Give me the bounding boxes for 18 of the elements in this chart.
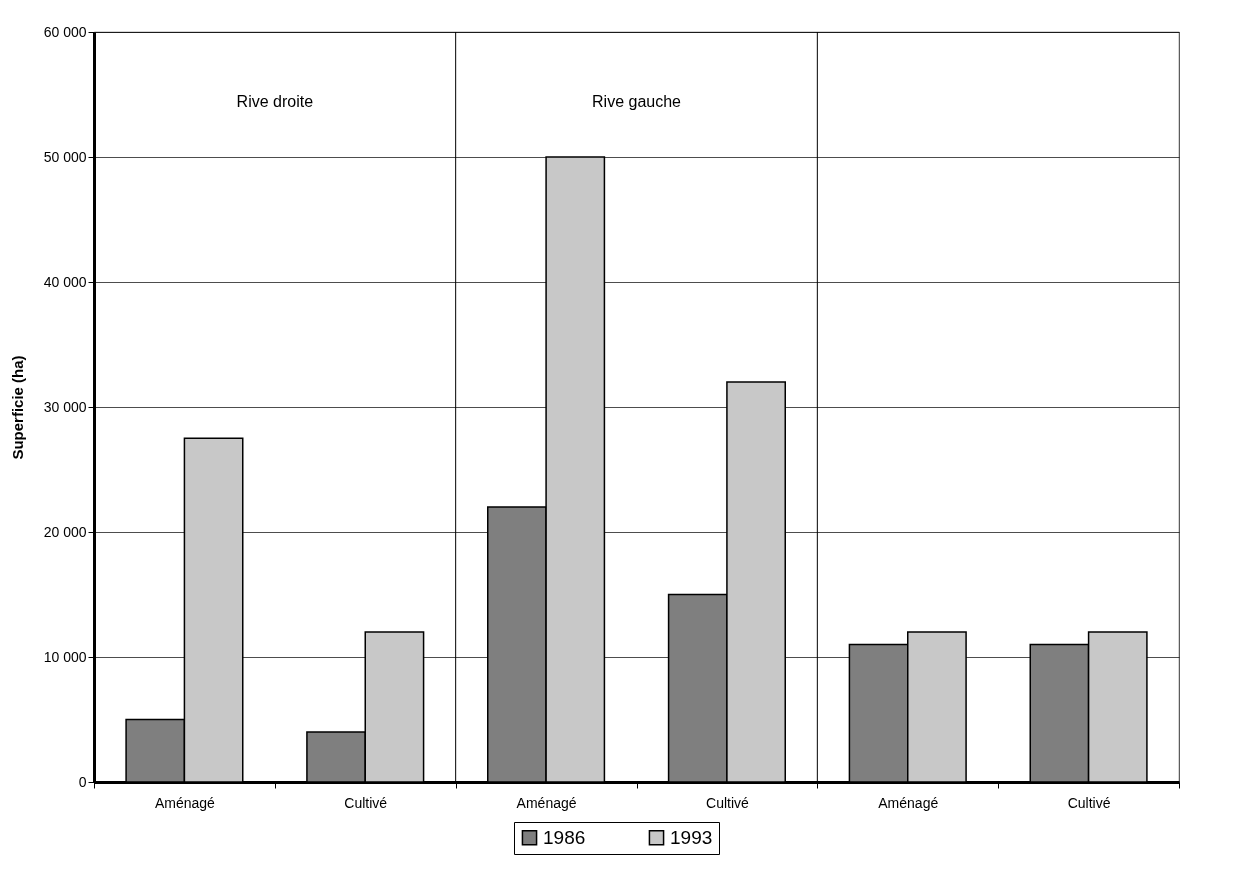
annotation: Rive gauche	[592, 93, 682, 110]
legend-label: 1986	[543, 826, 586, 848]
y-tick-label: 30 000	[43, 398, 87, 415]
y-tick-label: 40 000	[43, 273, 87, 290]
y-tick-label: 0	[78, 773, 87, 790]
x-tick-label: Aménagé	[516, 794, 577, 811]
y-tick-label: 60 000	[43, 23, 87, 40]
x-tick-label: Aménagé	[154, 794, 216, 811]
y-tick-label: 20 000	[43, 523, 87, 540]
x-tick-label: Aménagé	[878, 794, 939, 811]
y-axis-title: Superficie (ha)	[8, 355, 26, 460]
legend-label: 1993	[670, 826, 713, 848]
x-tick-label: Cultivé	[706, 794, 750, 811]
annotation: Rive droite	[236, 93, 314, 110]
x-tick-label: Cultivé	[1067, 794, 1111, 811]
y-tick-label: 10 000	[43, 648, 87, 665]
x-tick-label: Cultivé	[344, 794, 388, 811]
y-tick-label: 50 000	[43, 148, 87, 165]
